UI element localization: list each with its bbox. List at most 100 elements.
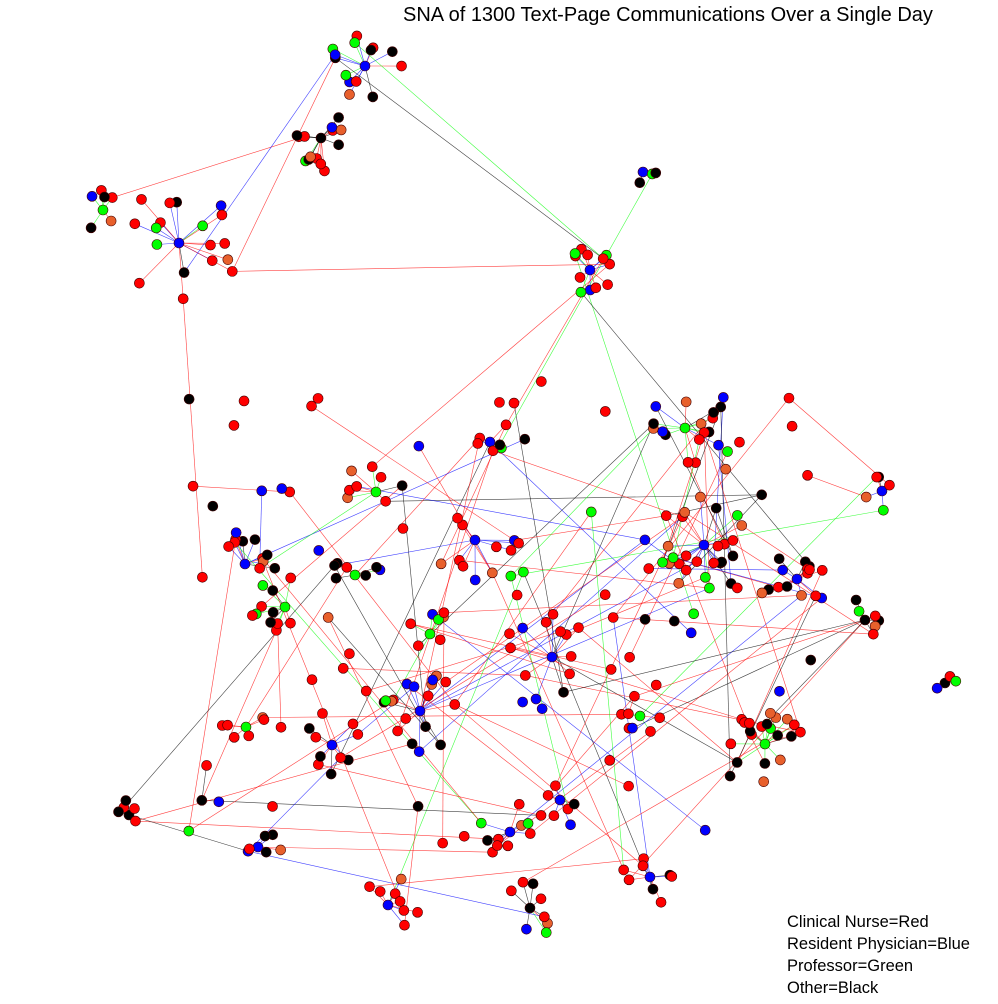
network-node-nurse: [243, 730, 255, 742]
network-node-unlabeled_orange: [275, 844, 286, 856]
network-edge: [703, 432, 801, 733]
network-node-unlabeled_orange: [305, 151, 316, 163]
network-node-other: [365, 44, 377, 56]
network-node-nurse: [505, 642, 516, 654]
network-node-nurse: [285, 572, 297, 584]
network-node-nurse: [341, 562, 353, 573]
network-node-nurse: [422, 690, 434, 702]
network-node-nurse: [285, 617, 296, 629]
network-edge: [418, 516, 683, 752]
network-node-nurse: [364, 881, 375, 892]
network-node-nurse: [500, 419, 512, 431]
network-node-professor: [704, 582, 715, 594]
network-node-nurse: [536, 376, 547, 387]
network-node-nurse: [582, 249, 593, 261]
network-node-resident: [777, 564, 789, 576]
network-node-nurse: [228, 732, 240, 743]
network-node-resident: [774, 685, 785, 697]
network-node-professor: [569, 248, 581, 259]
network-node-nurse: [457, 560, 469, 572]
network-node-other: [756, 489, 768, 501]
network-node-nurse: [380, 495, 391, 507]
network-edge: [419, 587, 710, 712]
network-edge: [509, 595, 802, 833]
network-edge: [277, 623, 282, 728]
network-node-nurse: [352, 729, 364, 740]
network-edge: [632, 619, 866, 729]
network-node-nurse: [602, 279, 613, 290]
network-node-nurse: [360, 685, 372, 697]
network-node-nurse: [505, 545, 517, 556]
network-node-professor: [518, 566, 529, 578]
network-node-resident: [414, 705, 426, 717]
network-edge: [612, 617, 651, 878]
network-edge: [369, 858, 644, 887]
network-node-other: [805, 654, 817, 666]
network-node-nurse: [666, 871, 678, 882]
network-node-unlabeled_orange: [775, 754, 786, 766]
network-edge: [684, 427, 689, 463]
network-node-resident: [876, 485, 888, 497]
network-edge: [590, 511, 624, 870]
network-node-nurse: [312, 393, 324, 404]
network-node-nurse: [412, 907, 423, 918]
network-node-professor: [151, 239, 163, 250]
network-edge: [232, 263, 610, 272]
network-edge: [123, 565, 335, 808]
network-node-nurse: [542, 790, 554, 801]
network-edge: [357, 686, 415, 735]
network-node-professor: [634, 710, 646, 722]
network-node-nurse: [597, 253, 609, 264]
network-node-professor: [370, 486, 382, 498]
network-edge: [551, 423, 654, 658]
network-node-other: [99, 191, 110, 203]
network-node-professor: [380, 695, 391, 706]
legend-item-other: Other=Black: [787, 979, 879, 997]
network-edge: [489, 441, 692, 634]
network-node-resident: [699, 824, 711, 836]
network-node-nurse: [389, 888, 401, 900]
network-node-other: [304, 723, 315, 734]
network-node-nurse: [487, 445, 499, 457]
network-edge: [454, 704, 644, 867]
network-node-professor: [688, 608, 700, 620]
network-node-nurse: [491, 840, 503, 851]
network-node-nurse: [535, 893, 547, 905]
network-edge: [372, 263, 610, 467]
network-node-resident: [685, 627, 697, 639]
network-node-other: [367, 91, 379, 103]
network-edge: [530, 597, 822, 834]
network-node-nurse: [605, 664, 617, 675]
network-node-nurse: [452, 512, 463, 524]
network-node-resident: [713, 439, 724, 451]
network-node-resident: [239, 558, 251, 570]
network-node-nurse: [258, 714, 270, 725]
network-node-nurse: [344, 648, 355, 660]
network-node-nurse: [513, 537, 524, 549]
network-node-professor: [853, 605, 865, 617]
network-edge: [419, 437, 481, 712]
network-node-nurse: [804, 564, 815, 575]
network-node-nurse: [618, 864, 629, 876]
network-node-unlabeled_orange: [322, 612, 334, 623]
network-node-nurse: [548, 810, 560, 822]
network-edge: [419, 539, 646, 712]
network-node-resident: [86, 191, 98, 202]
network-node-resident: [718, 392, 729, 403]
network-node-other: [291, 130, 303, 141]
network-node-nurse: [317, 708, 328, 719]
network-node-other: [325, 768, 337, 780]
network-node-resident: [504, 826, 516, 838]
network-node-nurse: [535, 810, 547, 821]
network-node-nurse: [868, 628, 879, 640]
network-edge: [334, 565, 426, 727]
network-node-nurse: [256, 601, 267, 612]
network-edge: [634, 619, 866, 697]
network-node-unlabeled_orange: [346, 465, 357, 477]
network-node-nurse: [177, 293, 189, 305]
network-node-other: [261, 549, 273, 561]
network-node-professor: [475, 817, 487, 829]
network-node-other: [494, 439, 506, 451]
network-node-nurse: [335, 752, 346, 763]
